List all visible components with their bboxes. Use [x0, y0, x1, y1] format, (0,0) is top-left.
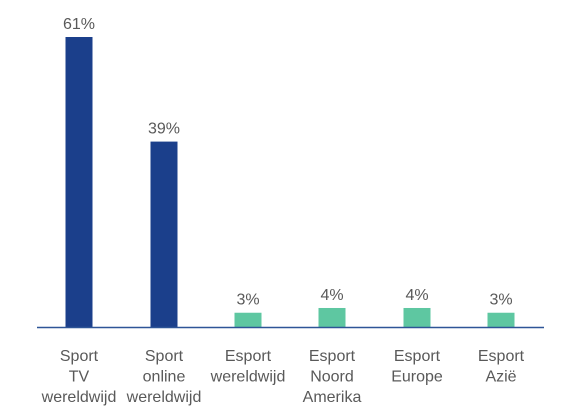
category-label-3: Esport Noord Amerika — [303, 348, 362, 406]
value-label-0: 61% — [63, 16, 95, 33]
bar-1 — [150, 141, 178, 327]
bars-layer — [65, 37, 515, 327]
category-label-4-line-1: Europe — [391, 369, 443, 386]
category-label-2-line-1: wereldwijd — [210, 369, 286, 386]
category-label-3-line-0: Esport — [309, 348, 356, 365]
category-label-1: Sport online wereldwijd — [126, 348, 202, 406]
category-label-5: Esport Azië — [478, 348, 525, 386]
category-label-3-line-2: Amerika — [303, 389, 362, 406]
category-label-3-line-1: Noord — [310, 369, 354, 386]
category-label-2-line-0: Esport — [225, 348, 272, 365]
category-label-5-line-0: Esport — [478, 348, 525, 365]
category-label-0-line-2: wereldwijd — [41, 389, 117, 406]
value-label-4: 4% — [405, 287, 428, 304]
category-label-4-line-0: Esport — [394, 348, 441, 365]
category-label-5-line-1: Azië — [485, 369, 516, 386]
bar-5 — [487, 312, 515, 327]
category-label-2: Esport wereldwijd — [210, 348, 286, 386]
value-label-5: 3% — [489, 292, 512, 309]
category-label-0-line-0: Sport — [60, 348, 99, 365]
category-label-1-line-2: wereldwijd — [126, 389, 202, 406]
category-label-1-line-1: online — [143, 369, 186, 386]
bar-2 — [234, 312, 262, 327]
category-label-0-line-1: TV — [69, 369, 90, 386]
bar-0 — [65, 37, 93, 327]
category-label-0: Sport TV wereldwijd — [41, 348, 117, 406]
value-label-1: 39% — [148, 121, 180, 138]
bar-3 — [318, 307, 346, 327]
bar-4 — [403, 307, 431, 327]
value-label-2: 3% — [236, 292, 259, 309]
value-label-3: 4% — [320, 287, 343, 304]
category-label-1-line-0: Sport — [145, 348, 184, 365]
labels-layer: 61% Sport TV wereldwijd 39% Sport online wereld… — [41, 16, 525, 406]
category-label-4: Esport Europe — [391, 348, 443, 386]
